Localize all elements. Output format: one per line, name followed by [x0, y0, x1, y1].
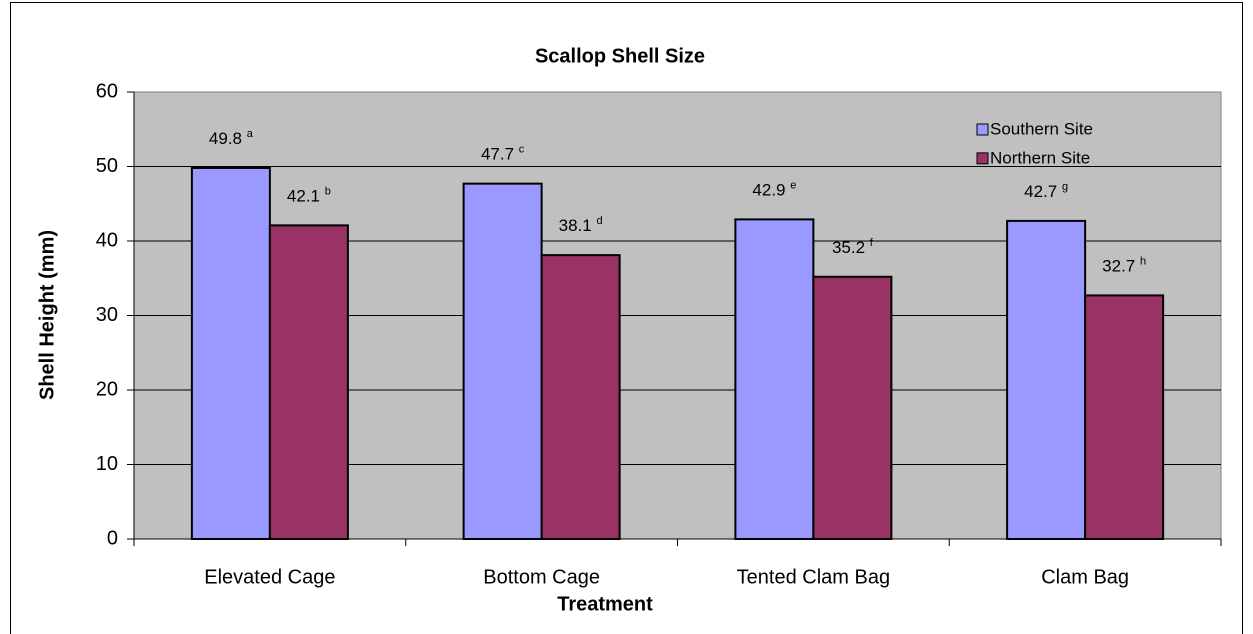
bar: [268, 224, 349, 540]
legend-label: Northern Site: [990, 148, 1090, 167]
data-label: 38.1 d: [559, 215, 603, 236]
x-tick-label: Bottom Cage: [483, 566, 600, 588]
y-tick-label: 30: [96, 304, 118, 326]
data-label: 42.7 g: [1024, 181, 1068, 202]
data-label: 49.8 a: [209, 128, 254, 149]
bar: [540, 254, 621, 540]
data-label: 42.1 b: [287, 185, 331, 206]
x-tick-label: Clam Bag: [1041, 566, 1129, 588]
legend-swatch: [976, 152, 989, 165]
x-tick-label: Elevated Cage: [204, 566, 335, 588]
bar: [190, 166, 271, 541]
bar: [1084, 294, 1165, 541]
x-tick-label: Tented Clam Bag: [737, 566, 890, 588]
data-label: 32.7 h: [1102, 255, 1146, 276]
y-tick-label: 20: [96, 378, 118, 400]
data-label: 47.7 c: [481, 144, 525, 165]
chart-title: Scallop Shell Size: [535, 45, 705, 67]
x-axis-label: Treatment: [557, 593, 653, 615]
bar: [1006, 219, 1087, 540]
bar: [812, 275, 893, 540]
legend-swatch: [976, 123, 989, 136]
y-tick-label: 40: [96, 229, 118, 251]
y-tick-label: 0: [107, 527, 118, 549]
bar: [462, 182, 543, 540]
y-axis-label: Shell Height (mm): [36, 230, 58, 400]
y-tick-label: 10: [96, 453, 118, 475]
y-tick-label: 60: [96, 80, 118, 102]
data-label: 35.2 f: [832, 237, 874, 258]
data-label: 42.9 e: [752, 179, 796, 200]
legend-label: Southern Site: [990, 119, 1093, 138]
bar: [734, 218, 815, 541]
y-tick-label: 50: [96, 155, 118, 177]
